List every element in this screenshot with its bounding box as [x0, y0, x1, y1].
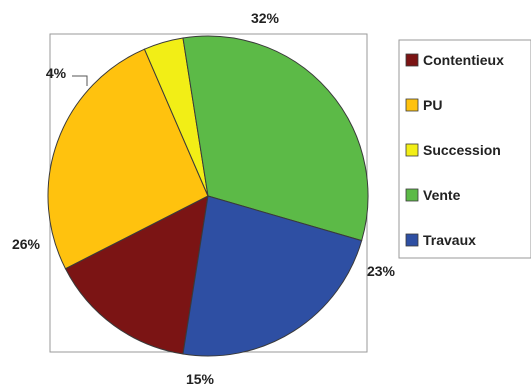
legend: Contentieux PU Succession Vente Travaux [399, 40, 531, 258]
legend-label-contentieux: Contentieux [423, 52, 504, 68]
data-label-pu: 26% [12, 236, 41, 252]
data-label-contentieux: 15% [186, 371, 215, 385]
legend-label-travaux: Travaux [423, 232, 476, 248]
legend-swatch-contentieux [406, 54, 418, 66]
legend-swatch-pu [406, 99, 418, 111]
legend-label-vente: Vente [423, 187, 461, 203]
data-label-travaux: 23% [367, 263, 396, 279]
legend-label-succession: Succession [423, 142, 501, 158]
data-label-vente: 32% [251, 10, 280, 26]
legend-label-pu: PU [423, 97, 442, 113]
legend-swatch-vente [406, 189, 418, 201]
legend-swatch-travaux [406, 234, 418, 246]
data-label-succession: 4% [46, 65, 67, 81]
leader-line-succession [72, 76, 87, 86]
legend-swatch-succession [406, 144, 418, 156]
pie-slices [48, 36, 368, 356]
